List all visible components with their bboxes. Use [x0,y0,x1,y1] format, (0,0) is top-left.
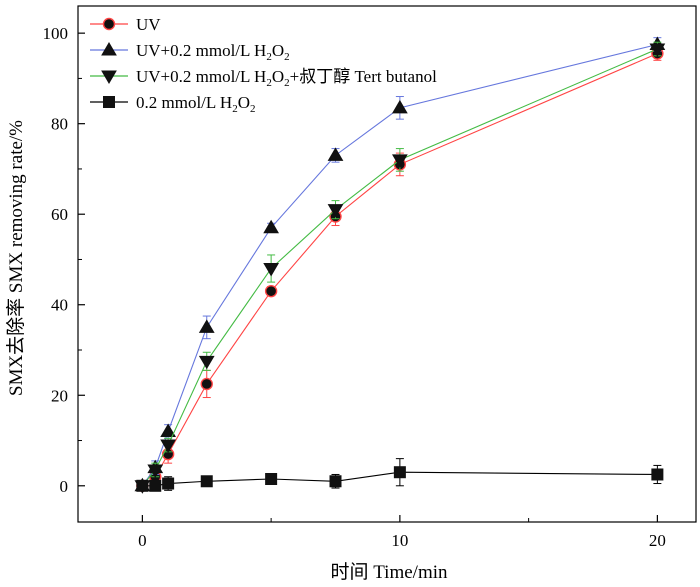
legend-item-3: UV+0.2 mmol/L H2O2+叔丁醇 Tert butanol [90,67,437,89]
legend-marker [102,17,116,31]
data-point [392,154,408,168]
legend-label: UV+0.2 mmol/L H2O2 [136,41,290,63]
y-tick-label: 80 [51,115,68,134]
data-point [147,464,164,478]
y-tick-label: 100 [43,24,69,43]
data-point [393,466,406,479]
x-axis-title: 时间 Time/min [330,561,448,582]
x-tick-label: 10 [391,531,408,550]
data-point [160,439,176,454]
legend-item-2: UV+0.2 mmol/L H2O2 [90,41,290,63]
data-point [263,263,279,277]
legend-label: 0.2 mmol/L H2O2 [136,93,255,115]
y-tick-label: 20 [51,386,68,405]
series-line [141,43,658,487]
y-tick-label: 40 [51,296,68,315]
series-layer [134,36,666,494]
y-axis-title: SMX去除率 SMX removing rate/% [5,120,27,396]
data-point [329,475,342,488]
legend-label: UV+0.2 mmol/L H2O2+叔丁醇 Tert butanol [136,67,437,89]
legend-marker [101,70,117,84]
legend-item-4: 0.2 mmol/L H2O2 [90,93,255,115]
plot-frame [77,5,697,523]
data-point [200,475,213,488]
legend-marker [101,42,117,56]
y-tick-label: 0 [60,477,69,496]
legend-item-1: UV [90,15,161,34]
data-point [264,284,278,298]
data-point [651,468,664,481]
data-point [162,477,175,490]
data-point [160,423,176,437]
data-point [198,355,215,370]
legend: UV UV+0.2 mmol/L H2O2 UV+0.2 mmol/L H2O2+叔… [90,15,437,115]
data-point [263,219,279,234]
data-point [198,319,215,333]
data-point [149,479,162,492]
data-point [136,479,149,492]
data-point [392,99,408,114]
legend-label: UV [136,15,161,34]
data-point [327,204,344,218]
x-tick-label: 20 [649,531,666,550]
data-point [327,147,344,161]
x-tick-label: 0 [138,531,147,550]
axes-layer: 0 10 20 0 20 40 60 80 100 [43,5,697,550]
data-point [265,473,278,485]
series-4 [136,458,664,492]
y-tick-label: 60 [51,205,68,224]
legend-marker [103,96,115,108]
data-point [649,43,666,57]
data-point [200,377,213,391]
